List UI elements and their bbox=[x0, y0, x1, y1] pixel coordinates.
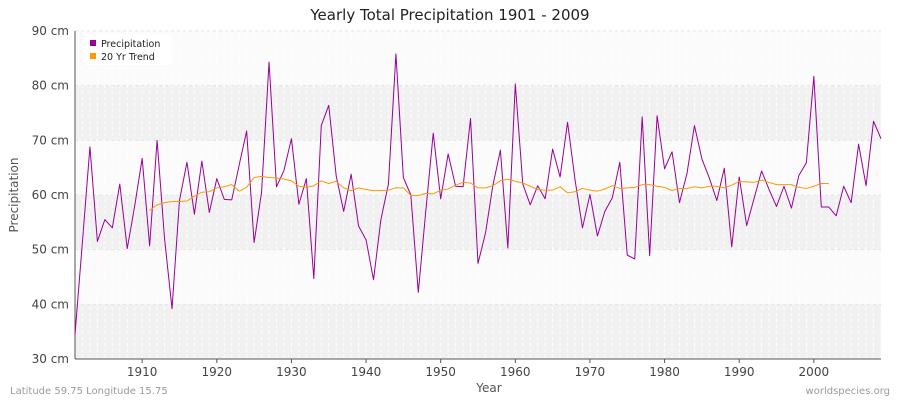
legend-swatch-trend bbox=[90, 53, 96, 59]
y-tick-label-60: 60 cm bbox=[32, 188, 69, 202]
legend-label-trend: 20 Yr Trend bbox=[101, 52, 155, 63]
y-tick-label-50: 50 cm bbox=[32, 243, 69, 257]
x-tick-label-2000: 2000 bbox=[799, 365, 830, 379]
legend: Precipitation 20 Yr Trend bbox=[83, 34, 171, 65]
y-tick-label-30: 30 cm bbox=[32, 352, 69, 366]
y-tick-label-80: 80 cm bbox=[32, 79, 69, 93]
x-tick-label-1980: 1980 bbox=[649, 365, 680, 379]
trend-line bbox=[149, 175, 829, 211]
source-caption: worldspecies.org bbox=[805, 386, 890, 397]
x-tick-labels: 1910 1920 1930 1940 1950 1960 1970 1980 1990 2000 bbox=[127, 365, 829, 379]
precipitation-line bbox=[74, 53, 882, 335]
location-caption: Latitude 59.75 Longitude 15.75 bbox=[10, 386, 168, 397]
y-tick-label-90: 90 cm bbox=[32, 24, 69, 38]
chart-title: Yearly Total Precipitation 1901 - 2009 bbox=[310, 6, 590, 24]
x-tick-label-1950: 1950 bbox=[425, 365, 456, 379]
x-tick-label-1960: 1960 bbox=[500, 365, 531, 379]
x-tick-label-1940: 1940 bbox=[351, 365, 382, 379]
x-tick-label-1910: 1910 bbox=[127, 365, 158, 379]
x-axis-label: Year bbox=[475, 381, 501, 395]
gridlines bbox=[74, 30, 882, 360]
legend-swatch-precipitation bbox=[90, 40, 96, 46]
x-tick-label-1920: 1920 bbox=[202, 365, 233, 379]
y-tick-label-40: 40 cm bbox=[32, 297, 69, 311]
y-tick-labels: 30 cm 40 cm 50 cm 60 cm 70 cm 80 cm 90 cm bbox=[32, 24, 69, 366]
x-tick-label-1930: 1930 bbox=[276, 365, 307, 379]
legend-label-precipitation: Precipitation bbox=[101, 39, 160, 50]
y-tick-label-70: 70 cm bbox=[32, 133, 69, 147]
band-80-90 bbox=[75, 31, 881, 86]
band-60-70 bbox=[75, 140, 881, 195]
band-70-80 bbox=[75, 85, 881, 141]
x-tick-label-1970: 1970 bbox=[575, 365, 606, 379]
series-lines bbox=[74, 53, 882, 335]
axes bbox=[74, 31, 881, 363]
x-tick-label-1990: 1990 bbox=[724, 365, 755, 379]
legend-box bbox=[83, 34, 171, 65]
y-axis-label: Precipitation bbox=[7, 157, 21, 232]
